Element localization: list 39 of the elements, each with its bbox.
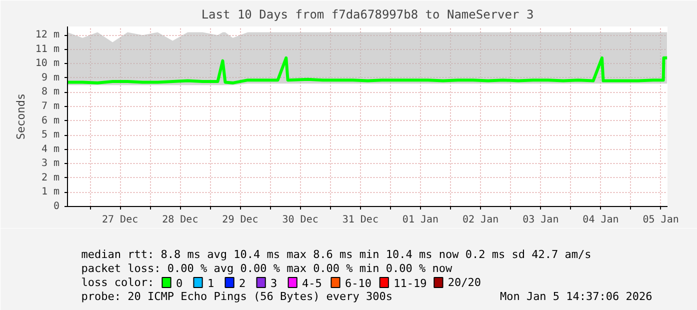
line-series xyxy=(68,56,668,84)
x-tick-label: 04 Jan xyxy=(582,214,619,226)
x-tick-label: 29 Dec xyxy=(222,214,258,226)
y-tick-label: 0 xyxy=(53,201,60,212)
legend-label: 3 xyxy=(270,277,278,290)
x-tick-label: 02 Jan xyxy=(462,214,499,226)
legend-label: 0 xyxy=(176,277,183,290)
legend-label: 2 xyxy=(239,277,246,290)
legend-label: 11-19 xyxy=(394,277,427,290)
y-tick-label: 6 m xyxy=(41,115,60,126)
x-tick-label: 03 Jan xyxy=(522,214,559,226)
legend-title: loss color: xyxy=(81,276,154,289)
y-tick-label: 9 m xyxy=(41,72,60,84)
y-tick-label: 4 m xyxy=(41,144,60,155)
y-tick-label: 8 m xyxy=(41,86,60,98)
y-tick-label: 2 m xyxy=(41,172,60,184)
x-tick-label: 28 Dec xyxy=(162,214,198,226)
text: packet loss: 0.00 % avg 0.00 % max 0.00 % min 0.00 % now xyxy=(81,262,453,275)
y-axis-title: Seconds xyxy=(14,93,28,140)
y-tick-label: 5 m xyxy=(41,130,60,141)
legend-label: 1 xyxy=(207,277,214,290)
legend-label: 6-10 xyxy=(344,277,372,290)
legend-label: 4-5 xyxy=(302,277,322,290)
text: median rtt: 8.8 ms avg 10.4 ms max 8.6 ms min 10.4 ms now 0.2 ms sd 42.7 am/s xyxy=(81,248,592,261)
y-tick-label: 1 m xyxy=(41,186,60,198)
x-tick-label: 30 Dec xyxy=(282,214,318,226)
y-tick-label: 3 m xyxy=(41,158,60,170)
x-tick-label: 01 Jan xyxy=(402,214,439,226)
chart-title: Last 10 Days from f7da678997b8 to NameServer 3 xyxy=(201,8,534,22)
y-tick-label: 12 m xyxy=(35,30,60,41)
text: probe: 20 ICMP Echo Pings (56 Bytes) every 300s xyxy=(81,290,393,303)
x-tick-label: 31 Dec xyxy=(342,214,378,226)
y-tick-label: 7 m xyxy=(41,101,60,112)
text: Mon Jan 5 14:37:06 2026 xyxy=(500,290,652,303)
legend-label: 20/20 xyxy=(448,276,482,289)
x-tick-label: 05 Jan xyxy=(642,214,679,226)
x-tick-label: 27 Dec xyxy=(102,214,138,226)
y-tick-label: 10 m xyxy=(35,58,60,70)
y-tick-label: 11 m xyxy=(35,44,60,55)
